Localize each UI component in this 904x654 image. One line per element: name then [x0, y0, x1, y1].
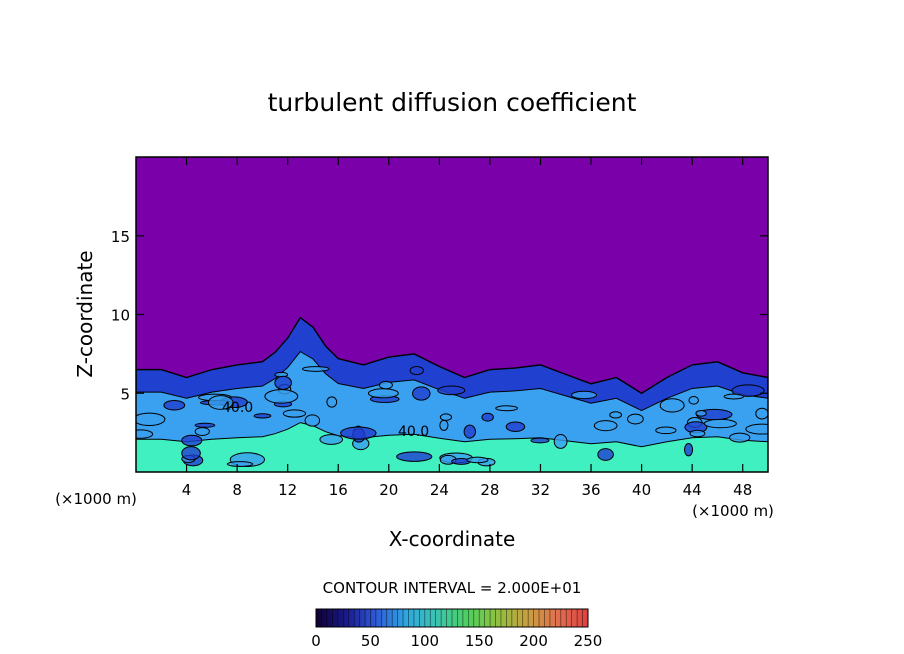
x-axis-label: X-coordinate	[389, 527, 516, 551]
y-tick-label: 10	[111, 307, 130, 325]
eddy-contour	[302, 366, 330, 372]
eddy-contour	[689, 429, 706, 438]
eddy-contour	[655, 426, 677, 435]
eddy-contour	[755, 407, 768, 420]
eddy-contour	[274, 375, 292, 390]
colorbar-tick-label: 250	[574, 632, 603, 650]
x-tick-label: 48	[733, 481, 752, 499]
chart-title: turbulent diffusion coefficient	[268, 88, 637, 117]
eddy-contour	[439, 419, 449, 431]
eddy-contour	[396, 451, 433, 462]
colorbar-tick-labels: 0 50 100 150 200 250	[311, 632, 602, 650]
x-tick-label: 20	[379, 481, 398, 499]
eddy-contour	[745, 423, 768, 435]
plot-area: 40.0 40.0	[135, 156, 769, 473]
eddy-contour	[340, 426, 377, 440]
eddy-contour	[304, 414, 321, 427]
x-tick-label: 40	[632, 481, 651, 499]
eddy-contour	[463, 424, 476, 439]
eddy-contour	[136, 429, 154, 439]
eddy-contour	[409, 365, 424, 376]
eddy-contour	[439, 413, 453, 421]
x-tick-label: 16	[329, 481, 348, 499]
x-tick-label: 32	[531, 481, 550, 499]
colorbar-tick-label: 100	[410, 632, 439, 650]
eddy-contour	[505, 421, 526, 432]
eddy-contour	[282, 409, 307, 418]
x-axis-ticks: 4 8 12 16 20 24 28 32 36 40 44 48	[182, 157, 752, 499]
eddy-contour	[253, 413, 272, 419]
eddy-contour	[695, 410, 707, 417]
x-tick-label: 12	[278, 481, 297, 499]
eddy-contour	[163, 399, 186, 411]
contour-label: 40.0	[398, 424, 429, 440]
eddy-contour	[367, 388, 399, 399]
field-layers	[136, 316, 768, 472]
eddy-contour	[412, 386, 431, 401]
eddy-contour	[597, 448, 614, 461]
contour-interval-text: CONTOUR INTERVAL = 2.000E+01	[323, 579, 582, 597]
eddy-contour	[553, 434, 568, 449]
eddy-contour	[627, 413, 644, 425]
contour-label: 40.0	[222, 400, 253, 416]
eddy-contour	[378, 380, 393, 390]
eddy-contour	[703, 418, 737, 429]
eddy-contour	[684, 442, 694, 457]
eddy-contour	[226, 461, 254, 467]
eddy-contour	[326, 396, 338, 408]
eddy-contour	[466, 456, 489, 464]
eddy-contour	[481, 412, 494, 422]
eddy-contour	[659, 398, 685, 413]
eddy-contour	[609, 411, 623, 419]
colorbar: 0 50 100 150 200 250	[311, 608, 602, 650]
eddy-contour	[495, 405, 519, 412]
eddy-contour	[319, 434, 344, 445]
colorbar-tick-label: 150	[465, 632, 494, 650]
eddy-contour	[181, 446, 201, 461]
eddy-contour	[731, 384, 765, 397]
eddy-contour	[136, 412, 166, 427]
colorbar-tick-label: 0	[311, 632, 321, 650]
x-tick-label: 36	[581, 481, 600, 499]
colorbar-tick-label: 200	[519, 632, 548, 650]
x-tick-label: 28	[480, 481, 499, 499]
eddy-contour	[437, 385, 466, 396]
eddy-contour	[729, 432, 751, 443]
x-tick-label: 44	[683, 481, 702, 499]
eddy-contour	[194, 422, 216, 428]
eddy-contour	[593, 420, 618, 432]
contour-labels: 40.0 40.0	[222, 400, 429, 440]
x-tick-label: 8	[232, 481, 242, 499]
colorbar-stripes	[315, 609, 589, 627]
eddy-contour	[207, 395, 234, 410]
y-axis-ticks: 5 10 15	[111, 228, 768, 403]
eddy-contour	[264, 389, 299, 404]
eddy-contour	[530, 437, 550, 444]
x-tick-label: 4	[182, 481, 192, 499]
y-tick-label: 15	[111, 228, 130, 246]
eddy-contour	[723, 393, 745, 400]
colorbar-tick-label: 50	[361, 632, 380, 650]
x-unit-right: (×1000 m)	[692, 502, 774, 520]
x-unit-left: (×1000 m)	[55, 490, 137, 508]
eddy-contour	[181, 434, 203, 447]
eddy-contour	[571, 390, 598, 400]
y-axis-label: Z-coordinate	[73, 250, 97, 377]
eddy-contour	[194, 427, 210, 436]
eddy-contour	[688, 395, 699, 405]
x-tick-label: 24	[430, 481, 449, 499]
y-tick-label: 5	[120, 385, 130, 403]
